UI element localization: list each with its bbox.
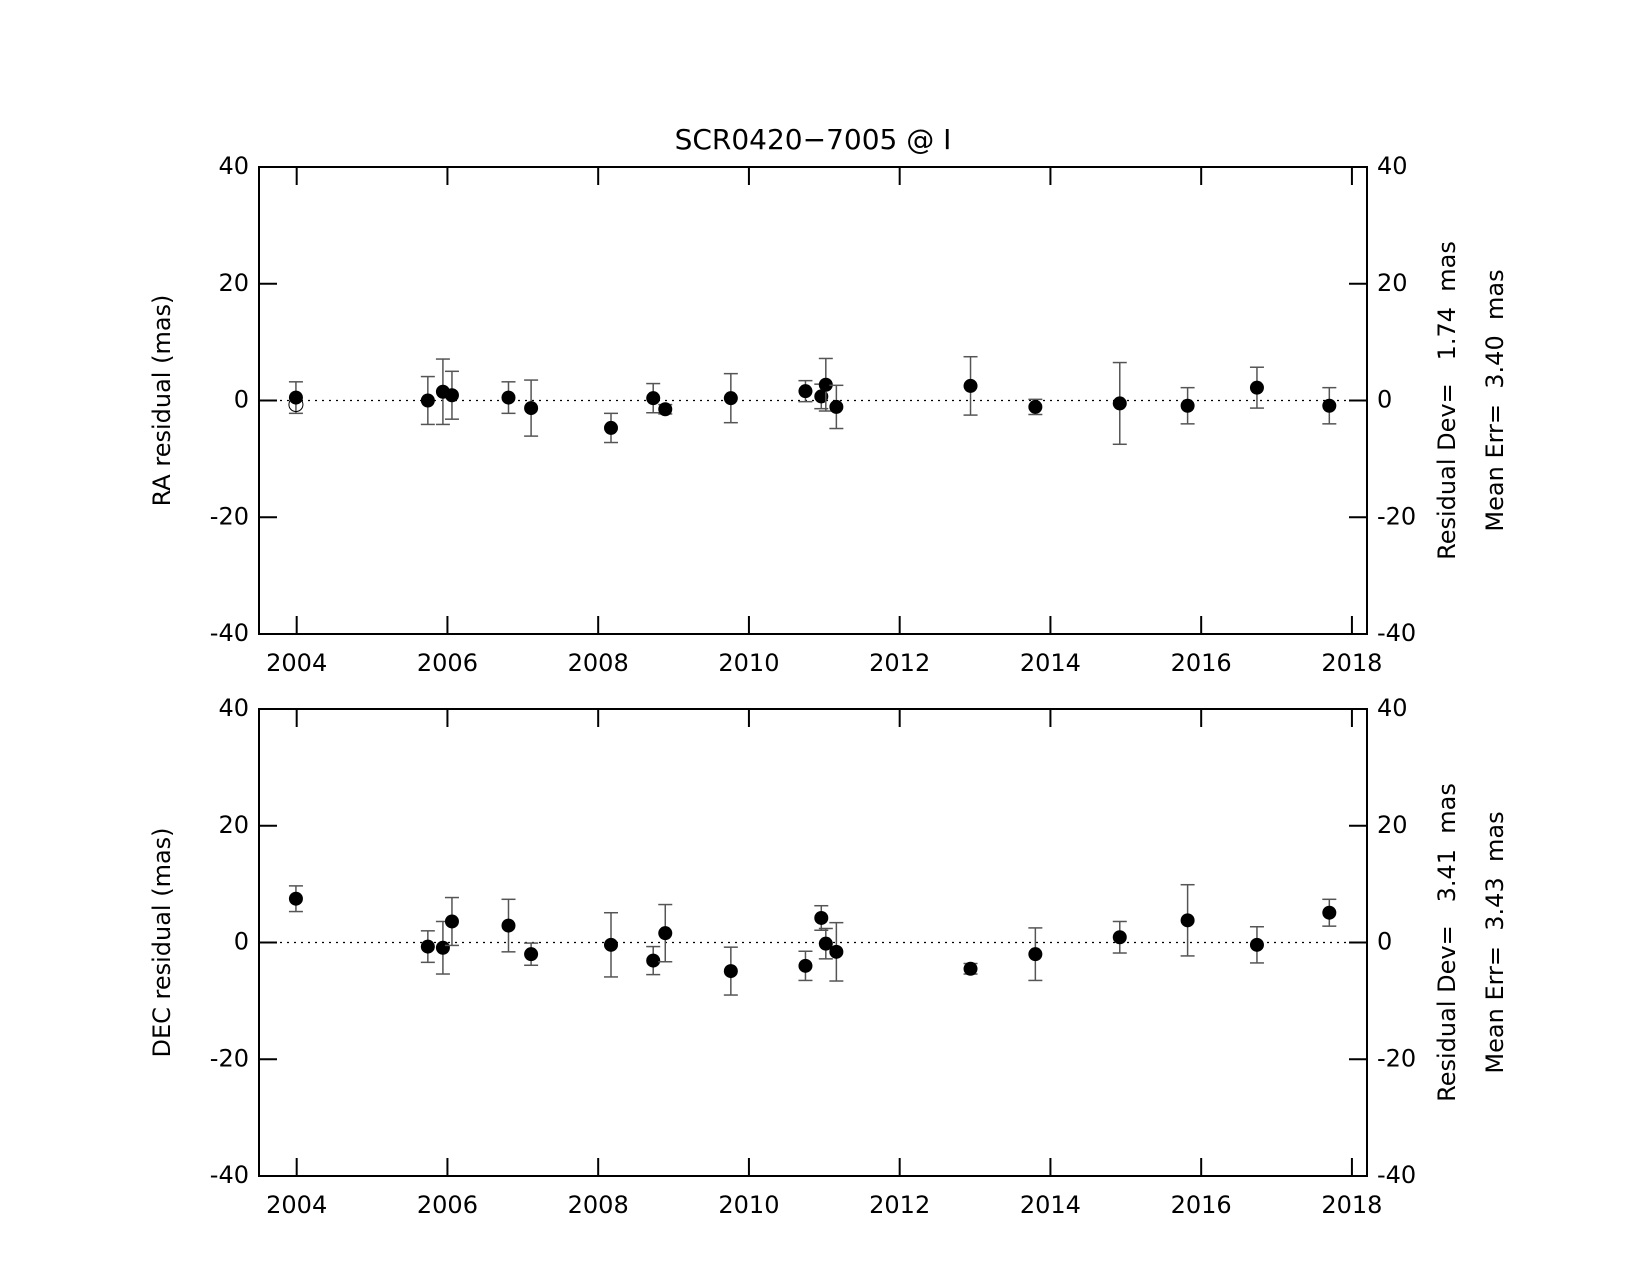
data-point [818,377,833,392]
data-point [501,918,516,933]
y-axis-title: DEC residual (mas) [148,827,176,1057]
data-point [658,926,673,941]
y-axis-title: RA residual (mas) [148,295,176,507]
data-point [829,944,844,959]
data-point [435,940,450,955]
data-point [420,939,435,954]
x-tick-label: 2012 [869,1191,930,1219]
data-point [1249,937,1264,952]
data-point [444,914,459,929]
annotation: Mean Err= 3.40 mas [1481,269,1509,531]
y2-tick-label: 0 [1377,928,1392,956]
x-tick-label: 2018 [1321,1191,1382,1219]
y2-tick-label: -20 [1377,1044,1416,1072]
y2-tick-label: -40 [1377,619,1416,647]
y-tick-label: 20 [218,269,249,297]
data-point [658,402,673,417]
data-point [1112,930,1127,945]
x-tick-label: 2006 [417,1191,478,1219]
data-point [1112,396,1127,411]
y-tick-label: 0 [234,386,249,414]
data-point [603,937,618,952]
data-point [963,378,978,393]
data-point [288,891,303,906]
data-point [798,384,813,399]
data-point [1028,947,1043,962]
x-tick-label: 2014 [1020,649,1081,677]
x-tick-label: 2004 [266,1191,327,1219]
data-point [646,391,661,406]
y-tick-label: -40 [210,1161,249,1189]
chart-title: SCR0420−7005 @ I [675,123,952,156]
x-tick-label: 2006 [417,649,478,677]
data-point [603,420,618,435]
data-point [646,953,661,968]
data-point [1322,905,1337,920]
data-point [798,958,813,973]
data-point [723,391,738,406]
data-point [501,390,516,405]
data-point [829,399,844,414]
y-tick-label: -20 [210,1044,249,1072]
y-tick-label: 0 [234,928,249,956]
x-tick-label: 2008 [568,1191,629,1219]
data-point [963,961,978,976]
y-tick-label: 40 [218,152,249,180]
data-point [723,964,738,979]
data-point [814,910,829,925]
data-point [1322,398,1337,413]
x-tick-label: 2016 [1171,1191,1232,1219]
y-tick-label: -40 [210,619,249,647]
y2-tick-label: -40 [1377,1161,1416,1189]
y2-tick-label: 20 [1377,269,1408,297]
x-tick-label: 2016 [1171,649,1232,677]
x-tick-label: 2008 [568,649,629,677]
x-tick-label: 2010 [718,1191,779,1219]
data-point [818,936,833,951]
y-tick-label: 40 [218,694,249,722]
data-point [444,388,459,403]
annotation: Residual Dev= 3.41 mas [1433,783,1461,1102]
x-tick-label: 2018 [1321,649,1382,677]
annotation: Mean Err= 3.43 mas [1481,811,1509,1073]
data-point [1249,380,1264,395]
x-tick-label: 2012 [869,649,930,677]
x-tick-label: 2014 [1020,1191,1081,1219]
y2-tick-label: 40 [1377,694,1408,722]
annotation: Residual Dev= 1.74 mas [1433,241,1461,560]
data-point [1028,399,1043,414]
y2-tick-label: 0 [1377,386,1392,414]
x-tick-label: 2004 [266,649,327,677]
y2-tick-label: -20 [1377,502,1416,530]
y-tick-label: -20 [210,502,249,530]
y2-tick-label: 20 [1377,811,1408,839]
y-tick-label: 20 [218,811,249,839]
y2-tick-label: 40 [1377,152,1408,180]
data-point [1180,913,1195,928]
data-point [524,401,539,416]
data-point [420,393,435,408]
data-point [814,389,829,404]
data-point [1180,398,1195,413]
data-point [288,397,304,413]
data-point [524,947,539,962]
x-tick-label: 2010 [718,649,779,677]
